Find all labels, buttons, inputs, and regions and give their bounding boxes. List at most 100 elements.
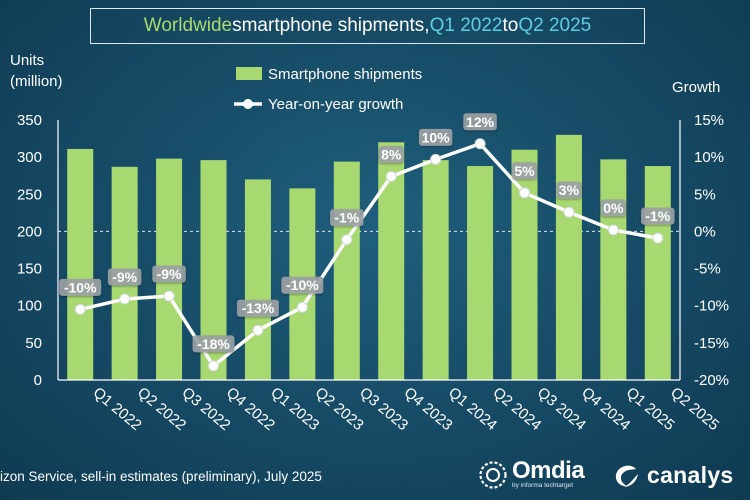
x-tick-label: Q3 2023 [356, 384, 411, 434]
x-tick-label: Q2 2024 [490, 384, 545, 434]
right-axis-title: Growth [672, 79, 721, 96]
bar-q2-2025 [644, 166, 671, 380]
omdia-logo-icon [479, 461, 507, 489]
omdia-wordmark: Omdia [512, 457, 585, 484]
growth-label-text: -10% [64, 279, 97, 295]
source-footnote: izon Service, sell-in estimates (prelimi… [0, 469, 322, 484]
growth-label-bg [600, 199, 626, 217]
growth-label-text: -13% [242, 300, 275, 316]
left-tick-label: 150 [17, 261, 42, 278]
right-tick-label: -5% [694, 261, 721, 278]
growth-label-q3-2023: -1% [330, 209, 364, 227]
left-tick-label: 0 [34, 372, 42, 389]
data-labels: -10% -9% -9% -18% -13% -10% -1% 8% 10% 12% 5% 3% 0% -… [59, 113, 675, 353]
growth-label-q4-2022: -18% [192, 335, 235, 353]
growth-point-q1-2024 [430, 153, 442, 165]
growth-label-bg [236, 299, 279, 317]
growth-label-text: 10% [422, 129, 451, 145]
growth-point-q1-2023 [252, 324, 264, 336]
x-tick-label: Q1 2025 [623, 384, 678, 434]
left-tick-label: 100 [17, 298, 42, 315]
growth-point-q4-2024 [563, 206, 575, 218]
growth-point-q1-2025 [607, 224, 619, 236]
growth-point-q2-2022 [119, 293, 131, 305]
growth-point-q3-2022 [163, 290, 175, 302]
left-axis-title-line2: (million) [10, 73, 63, 90]
growth-line [79, 142, 659, 368]
title-part-5: Q2 2025 [518, 15, 592, 36]
growth-label-text: -18% [197, 336, 230, 352]
left-tick-label: 200 [17, 223, 42, 240]
x-tick-label: Q3 2022 [179, 384, 234, 434]
line-series [74, 138, 664, 372]
growth-point-q3-2023 [341, 234, 353, 246]
growth-point-q4-2023 [385, 170, 397, 182]
x-tick-label: Q1 2024 [445, 384, 500, 434]
bar-series [67, 134, 671, 380]
growth-label-text: 3% [559, 182, 580, 198]
title-part-3: Q1 2022 [429, 15, 503, 36]
growth-point-q2-2025 [652, 232, 664, 244]
growth-label-q1-2022: -10% [59, 278, 102, 296]
legend: Smartphone shipments Year-on-year growth [234, 66, 422, 113]
right-tick-label: 5% [694, 186, 716, 203]
x-tick-label: Q4 2023 [401, 384, 456, 434]
right-tick-label: -20% [694, 372, 729, 389]
x-tick-label: Q4 2024 [578, 384, 633, 434]
bar-q1-2025 [600, 159, 627, 380]
growth-label-text: 8% [381, 146, 402, 162]
omdia-subtitle: by informa techtarget [512, 482, 574, 489]
left-tick-label: 250 [17, 186, 42, 203]
growth-label-bg [463, 113, 497, 131]
growth-label-bg [152, 265, 186, 283]
x-tick-label: Q3 2024 [534, 384, 589, 434]
growth-label-bg [281, 276, 324, 294]
right-tick-label: 0% [694, 223, 716, 240]
title-part-2: smartphone shipments, [232, 15, 430, 36]
bar-q1-2022 [67, 148, 94, 380]
right-tick-label: 15% [694, 112, 724, 129]
growth-label-bg [556, 181, 582, 199]
left-axis-title: Units (million) [10, 50, 63, 92]
growth-label-q3-2022: -9% [152, 265, 186, 283]
growth-label-q4-2023: 8% [378, 145, 404, 163]
growth-label-text: 0% [603, 200, 624, 216]
growth-label-q3-2024: 5% [512, 162, 537, 180]
canalys-logo-icon [615, 465, 638, 487]
legend-bar-swatch [236, 67, 262, 80]
bar-q3-2023 [333, 161, 360, 380]
growth-label-q2-2022: -9% [107, 268, 142, 286]
growth-label-text: -1% [645, 208, 670, 224]
left-tick-label: 50 [25, 335, 42, 352]
omdia-logo: Omdia by informa techtarget [478, 457, 585, 490]
x-tick-label: Q1 2023 [267, 384, 322, 434]
growth-label-text: 12% [466, 114, 495, 130]
bar-q1-2023 [244, 179, 271, 380]
canalys-logo: canalys [612, 462, 734, 489]
growth-label-text: -9% [157, 266, 182, 282]
growth-label-q2-2025: -1% [641, 207, 675, 225]
left-tick-label: 300 [17, 149, 42, 166]
growth-label-bg [330, 209, 364, 227]
x-tick-label: Q2 2025 [667, 384, 722, 434]
canalys-wordmark: canalys [647, 462, 734, 488]
legend-line-label: Year-on-year growth [268, 96, 403, 113]
growth-label-text: -9% [112, 269, 137, 285]
x-tick-label: Q1 2022 [90, 384, 145, 434]
growth-label-bg [192, 335, 235, 353]
growth-label-bg [59, 278, 102, 296]
chart-axes [57, 120, 681, 381]
growth-point-q1-2022 [74, 303, 86, 315]
growth-label-q1-2023: -13% [236, 299, 279, 317]
growth-label-bg [107, 268, 142, 286]
growth-label-q2-2023: -10% [281, 276, 324, 294]
bar-q4-2024 [555, 134, 582, 380]
title-part-1: Worldwide [143, 15, 233, 36]
growth-label-q2-2024: 12% [463, 113, 497, 131]
growth-label-q4-2024: 3% [556, 181, 582, 199]
right-tick-label: -10% [694, 298, 729, 315]
growth-label-q1-2024: 10% [418, 128, 453, 146]
right-tick-label: 10% [694, 149, 724, 166]
growth-label-q1-2025: 0% [600, 199, 626, 217]
